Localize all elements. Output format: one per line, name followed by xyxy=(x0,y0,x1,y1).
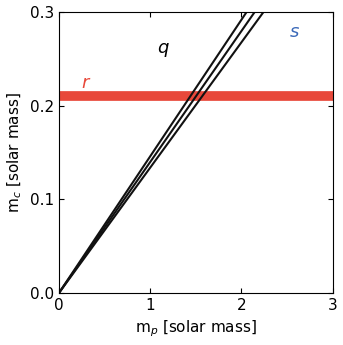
Text: $r$: $r$ xyxy=(81,74,92,92)
Text: $s$: $s$ xyxy=(289,23,300,41)
Text: $q$: $q$ xyxy=(157,41,170,59)
Y-axis label: m$_c$ [solar mass]: m$_c$ [solar mass] xyxy=(5,92,24,213)
X-axis label: m$_p$ [solar mass]: m$_p$ [solar mass] xyxy=(135,319,257,339)
